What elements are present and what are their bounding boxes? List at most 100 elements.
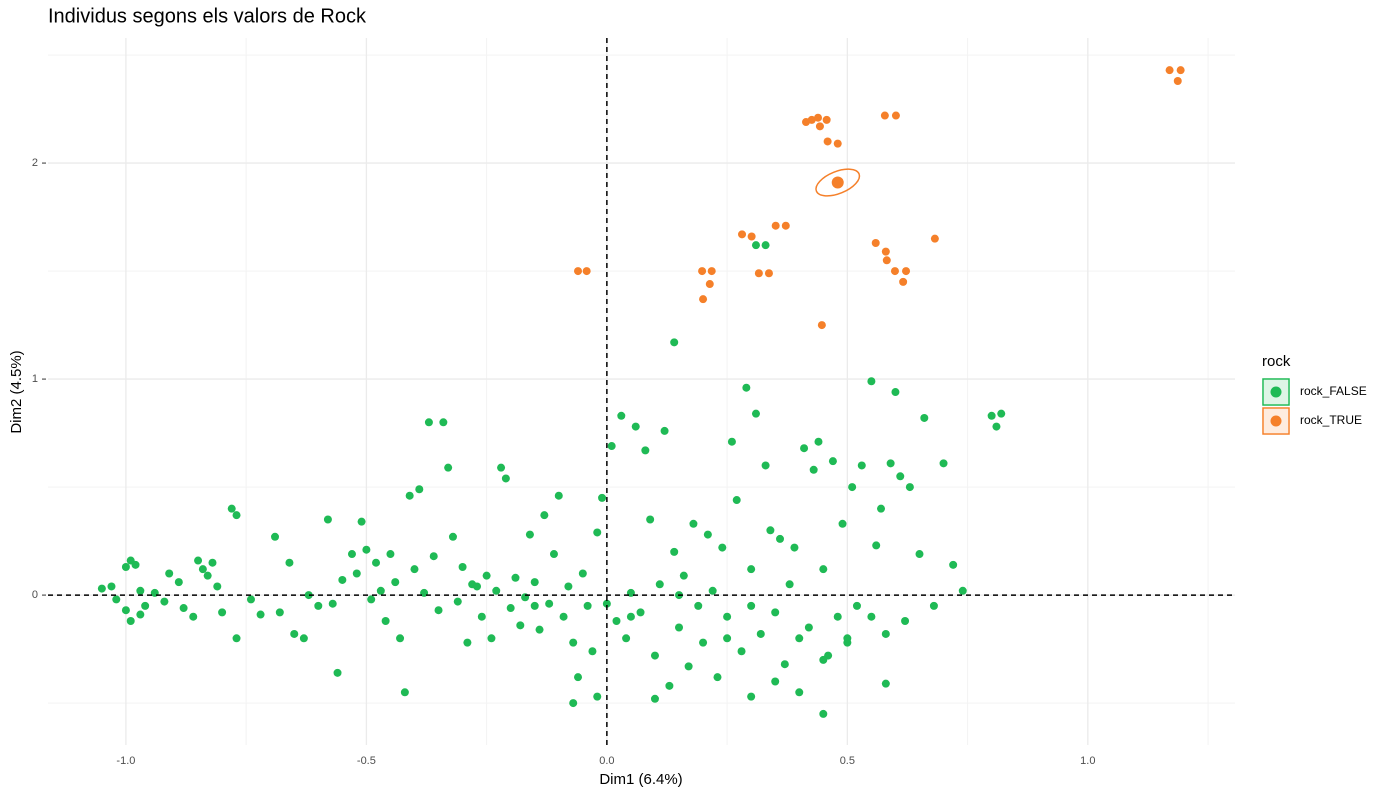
legend-title: rock: [1262, 353, 1291, 370]
point: [958, 586, 967, 595]
point: [705, 280, 714, 289]
point: [997, 409, 1006, 418]
point: [434, 606, 443, 615]
point: [992, 422, 1001, 431]
point: [545, 599, 554, 608]
point: [761, 241, 770, 250]
point: [872, 541, 881, 550]
point: [738, 230, 747, 239]
point: [819, 565, 828, 574]
point: [737, 647, 746, 656]
point: [890, 267, 899, 276]
point: [569, 638, 578, 647]
point: [771, 677, 780, 686]
point: [473, 582, 482, 591]
point: [899, 277, 908, 286]
point: [655, 580, 664, 589]
point: [564, 582, 573, 591]
point: [372, 558, 381, 567]
point: [453, 597, 462, 606]
point: [540, 511, 549, 520]
point: [136, 586, 145, 595]
point: [751, 409, 760, 418]
point: [646, 515, 655, 524]
point: [756, 629, 765, 638]
point: [131, 560, 140, 569]
point: [795, 688, 804, 697]
point: [198, 565, 207, 574]
point: [415, 485, 424, 494]
point: [707, 267, 716, 276]
legend-label: rock_FALSE: [1300, 384, 1367, 398]
point: [367, 595, 376, 604]
point: [314, 601, 323, 610]
point: [684, 662, 693, 671]
point: [723, 634, 732, 643]
point: [809, 465, 818, 474]
point: [761, 461, 770, 470]
point: [804, 623, 813, 632]
point: [785, 580, 794, 589]
point: [867, 377, 876, 386]
point: [631, 422, 640, 431]
point: [213, 582, 222, 591]
point: [323, 515, 332, 524]
point: [833, 139, 842, 148]
point: [886, 459, 895, 468]
point: [583, 601, 592, 610]
y-tick-label: 0: [32, 589, 38, 601]
point: [256, 610, 265, 619]
point: [569, 699, 578, 708]
point: [905, 483, 914, 492]
point: [838, 519, 847, 528]
point: [203, 571, 212, 580]
point: [819, 709, 828, 718]
y-axis-label: Dim2 (4.5%): [8, 350, 25, 433]
point: [448, 532, 457, 541]
point: [271, 532, 280, 541]
point: [891, 388, 900, 397]
point: [482, 571, 491, 580]
point: [766, 526, 775, 535]
point: [347, 550, 356, 559]
point: [650, 694, 659, 703]
point: [141, 601, 150, 610]
point: [814, 113, 823, 122]
point: [776, 534, 785, 543]
point: [698, 267, 707, 276]
point: [232, 511, 241, 520]
point: [852, 601, 861, 610]
point: [848, 483, 857, 492]
point: [815, 122, 824, 131]
point: [136, 610, 145, 619]
point: [727, 437, 736, 446]
point: [1165, 66, 1174, 75]
point: [622, 634, 631, 643]
point: [881, 629, 890, 638]
point: [751, 241, 760, 250]
point: [641, 446, 650, 455]
point: [218, 608, 227, 617]
point: [160, 597, 169, 606]
point: [795, 634, 804, 643]
point: [559, 612, 568, 621]
point: [338, 575, 347, 584]
point: [747, 565, 756, 574]
point: [189, 612, 198, 621]
point: [949, 560, 958, 569]
point: [930, 234, 939, 243]
point: [497, 463, 506, 472]
point: [598, 493, 607, 502]
point: [501, 474, 510, 483]
point: [429, 552, 438, 561]
point: [877, 504, 886, 513]
point: [386, 550, 395, 559]
point: [881, 247, 890, 256]
point: [754, 269, 763, 278]
point: [896, 472, 905, 481]
point: [939, 459, 948, 468]
point: [718, 543, 727, 552]
x-tick-label: 1.0: [1080, 755, 1095, 767]
point: [535, 625, 544, 634]
point: [764, 269, 773, 278]
